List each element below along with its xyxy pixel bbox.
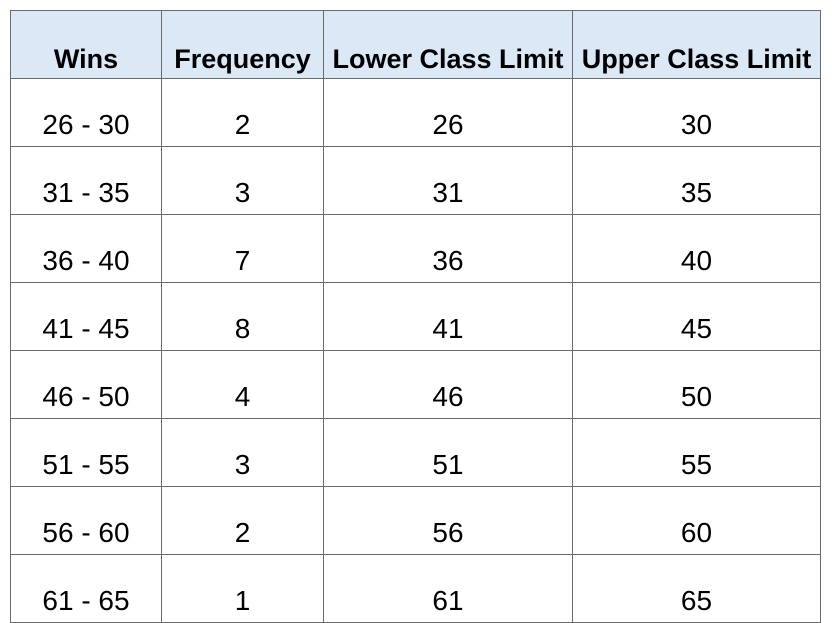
- cell-lower-class-limit: 31: [323, 146, 573, 215]
- table-row: 36 - 40 7 36 40: [10, 214, 821, 283]
- table-row: 61 - 65 1 61 65: [10, 554, 821, 623]
- cell-wins: 51 - 55: [10, 418, 162, 487]
- table-row: 41 - 45 8 41 45: [10, 282, 821, 351]
- table-row: 56 - 60 2 56 60: [10, 486, 821, 555]
- header-frequency: Frequency: [161, 10, 324, 79]
- cell-upper-class-limit: 40: [572, 214, 821, 283]
- cell-wins: 26 - 30: [10, 78, 162, 147]
- cell-upper-class-limit: 55: [572, 418, 821, 487]
- cell-wins: 36 - 40: [10, 214, 162, 283]
- cell-wins: 31 - 35: [10, 146, 162, 215]
- table-row: 26 - 30 2 26 30: [10, 78, 821, 147]
- cell-upper-class-limit: 65: [572, 554, 821, 623]
- cell-upper-class-limit: 35: [572, 146, 821, 215]
- frequency-table: Wins Frequency Lower Class Limit Upper C…: [10, 10, 821, 623]
- cell-lower-class-limit: 51: [323, 418, 573, 487]
- table-row: 31 - 35 3 31 35: [10, 146, 821, 215]
- cell-wins: 41 - 45: [10, 282, 162, 351]
- header-wins: Wins: [10, 10, 162, 79]
- cell-wins: 46 - 50: [10, 350, 162, 419]
- cell-lower-class-limit: 41: [323, 282, 573, 351]
- cell-frequency: 1: [161, 554, 324, 623]
- cell-frequency: 3: [161, 146, 324, 215]
- cell-frequency: 2: [161, 486, 324, 555]
- cell-frequency: 3: [161, 418, 324, 487]
- cell-frequency: 2: [161, 78, 324, 147]
- cell-lower-class-limit: 36: [323, 214, 573, 283]
- table-row: 46 - 50 4 46 50: [10, 350, 821, 419]
- cell-lower-class-limit: 26: [323, 78, 573, 147]
- cell-frequency: 4: [161, 350, 324, 419]
- header-lower-class-limit: Lower Class Limit: [323, 10, 573, 79]
- table-row: 51 - 55 3 51 55: [10, 418, 821, 487]
- cell-upper-class-limit: 50: [572, 350, 821, 419]
- cell-wins: 56 - 60: [10, 486, 162, 555]
- cell-upper-class-limit: 60: [572, 486, 821, 555]
- header-upper-class-limit: Upper Class Limit: [572, 10, 821, 79]
- cell-frequency: 7: [161, 214, 324, 283]
- cell-lower-class-limit: 61: [323, 554, 573, 623]
- cell-lower-class-limit: 56: [323, 486, 573, 555]
- cell-upper-class-limit: 30: [572, 78, 821, 147]
- cell-lower-class-limit: 46: [323, 350, 573, 419]
- cell-frequency: 8: [161, 282, 324, 351]
- cell-wins: 61 - 65: [10, 554, 162, 623]
- cell-upper-class-limit: 45: [572, 282, 821, 351]
- header-row: Wins Frequency Lower Class Limit Upper C…: [10, 10, 821, 79]
